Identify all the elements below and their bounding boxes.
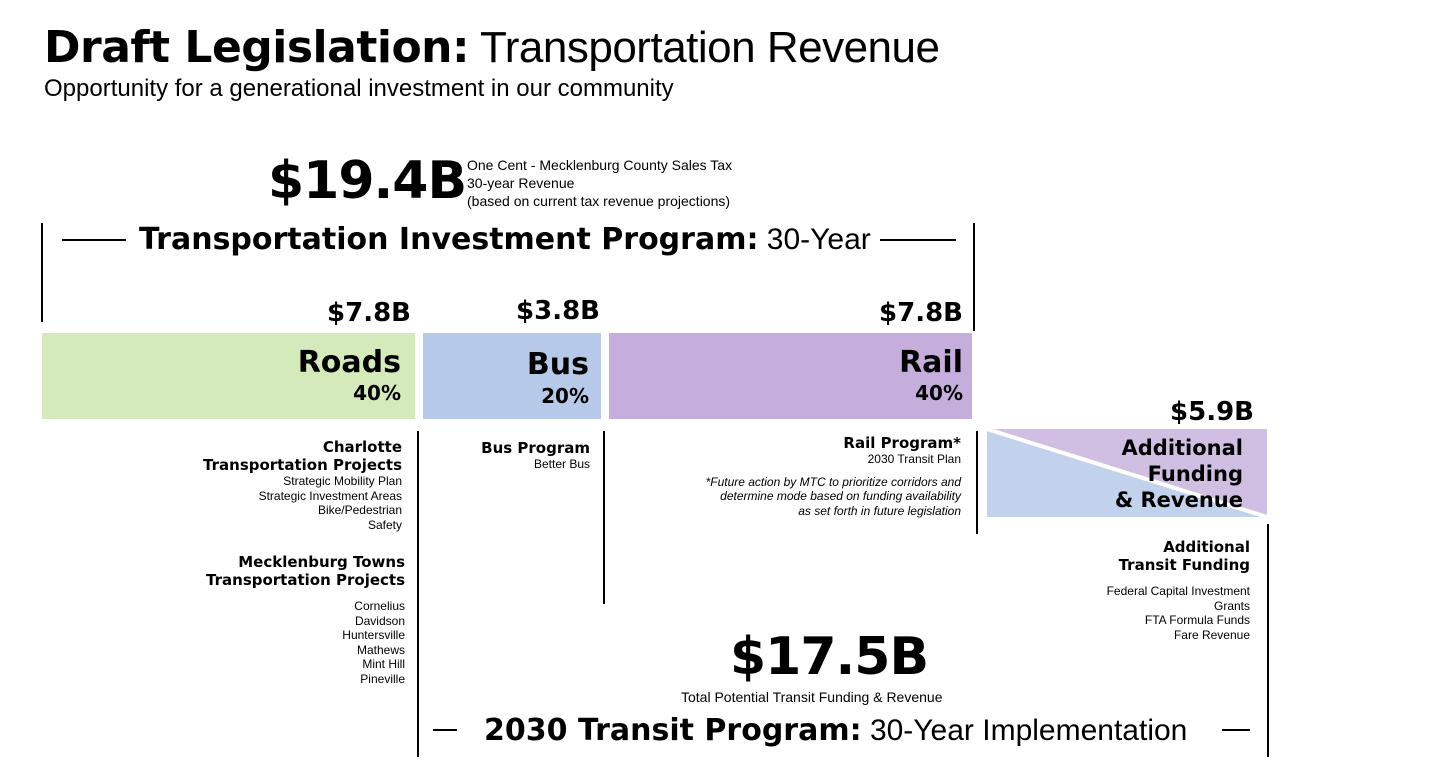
roads-divider-line xyxy=(417,431,419,757)
title-bold: Draft Legislation: xyxy=(44,22,470,73)
roads-amount: $7.8B xyxy=(327,298,411,328)
list-item: Safety xyxy=(367,517,402,532)
bus-amount: $3.8B xyxy=(516,296,600,326)
bracket-left-line xyxy=(41,223,43,322)
page-subtitle: Opportunity for a generational investmen… xyxy=(44,75,674,102)
transit-total-amount: $17.5B xyxy=(730,627,929,687)
rail-label: Rail xyxy=(899,345,963,380)
sales-tax-line1: One Cent - Mecklenburg County Sales Tax xyxy=(467,157,733,173)
list-item: FTA Formula Funds xyxy=(1144,613,1250,628)
investment-program-title-rest: 30-Year xyxy=(766,223,871,256)
additional-divider-line xyxy=(1267,524,1269,757)
bus-box: Bus 20% xyxy=(423,333,601,419)
roads-percent: 40% xyxy=(353,381,401,405)
rail-program-subtitle: 2030 Transit Plan xyxy=(867,452,961,466)
list-item: Grants xyxy=(1213,598,1250,613)
towns-section: Mecklenburg Towns Transportation Project… xyxy=(150,553,405,687)
bus-program-title: Bus Program xyxy=(481,439,590,457)
list-item: Fare Revenue xyxy=(1173,627,1250,642)
additional-transit-title-line2: Transit Funding xyxy=(1118,556,1250,574)
rail-program-title: Rail Program* xyxy=(843,434,961,452)
rail-note-line1: *Future action by MTC to prioritize corr… xyxy=(705,474,961,489)
additional-transit-section: Additional Transit Funding Federal Capit… xyxy=(1060,538,1250,642)
transit-bracket-dash-left xyxy=(433,729,457,731)
rail-note-line2: determine mode based on funding availabi… xyxy=(720,489,961,504)
additional-transit-title-line1: Additional xyxy=(1163,538,1250,556)
bus-divider-line xyxy=(603,431,605,604)
sales-tax-description: One Cent - Mecklenburg County Sales Tax … xyxy=(467,156,732,210)
bracket-right-line xyxy=(973,223,975,331)
sales-tax-line2: 30-year Revenue xyxy=(467,175,575,191)
bracket-dash-right xyxy=(880,239,956,241)
rail-amount: $7.8B xyxy=(879,298,963,328)
bus-label: Bus xyxy=(526,347,589,382)
bracket-dash-left xyxy=(62,239,126,241)
additional-divider xyxy=(987,429,1267,517)
additional-label: Additional Funding & Revenue xyxy=(1060,435,1243,513)
list-item: Strategic Mobility Plan xyxy=(283,474,402,488)
additional-funding-graphic xyxy=(987,429,1267,517)
title-rest: Transportation Revenue xyxy=(480,23,940,72)
page-title: Draft Legislation: Transportation Revenu… xyxy=(44,22,940,73)
roads-label: Roads xyxy=(297,345,401,380)
sales-tax-amount: $19.4B xyxy=(268,151,467,211)
rail-box: Rail 40% xyxy=(609,333,972,419)
transit-program-title-rest: 30-Year Implementation xyxy=(869,714,1188,747)
rail-percent: 40% xyxy=(915,381,963,405)
additional-label-line3: & Revenue xyxy=(1114,488,1243,512)
additional-label-line2: Funding xyxy=(1147,462,1243,486)
list-item: Huntersville xyxy=(342,628,405,643)
list-item: Mint Hill xyxy=(362,657,405,672)
list-item: Strategic Investment Areas xyxy=(258,488,402,503)
transit-total-caption: Total Potential Transit Funding & Revenu… xyxy=(681,689,943,705)
transit-bracket-dash-right xyxy=(1222,729,1250,731)
bus-program-subtitle: Better Bus xyxy=(533,457,590,471)
list-item: Cornelius xyxy=(354,599,405,613)
transit-program-title: 2030 Transit Program: 30-Year Implementa… xyxy=(484,713,1187,748)
rail-note-line3: as set forth in future legislation xyxy=(798,503,961,518)
towns-title-line2: Transportation Projects xyxy=(206,571,405,589)
list-item: Davidson xyxy=(354,613,405,628)
charlotte-section: Charlotte Transportation Projects Strate… xyxy=(150,438,402,532)
bus-percent: 20% xyxy=(541,384,589,408)
list-item: Pineville xyxy=(360,671,405,686)
charlotte-title-line2: Transportation Projects xyxy=(203,456,402,474)
investment-program-title-bold: Transportation Investment Program: xyxy=(139,222,759,257)
list-item: Mathews xyxy=(356,642,405,657)
transit-program-title-bold: 2030 Transit Program: xyxy=(484,713,862,748)
charlotte-title-line1: Charlotte xyxy=(322,438,402,456)
investment-program-title: Transportation Investment Program: 30-Ye… xyxy=(139,222,871,257)
towns-title-line1: Mecklenburg Towns xyxy=(238,553,405,571)
sales-tax-line3: (based on current tax revenue projection… xyxy=(467,193,731,209)
list-item: Bike/Pedestrian xyxy=(317,503,402,518)
list-item: Federal Capital Investment xyxy=(1106,584,1250,598)
additional-amount: $5.9B xyxy=(1170,397,1254,427)
additional-label-line1: Additional xyxy=(1121,436,1244,460)
rail-divider-line xyxy=(976,431,978,534)
bus-program-section: Bus Program Better Bus xyxy=(430,439,590,472)
roads-box: Roads 40% xyxy=(42,333,415,419)
rail-program-section: Rail Program* 2030 Transit Plan *Future … xyxy=(640,434,961,518)
